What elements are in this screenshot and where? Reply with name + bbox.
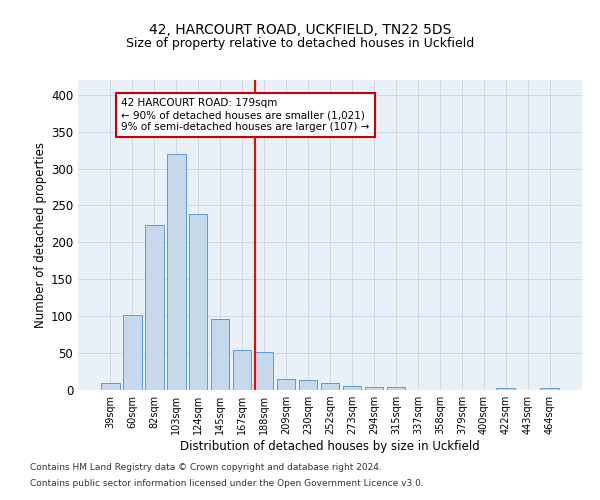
Text: Contains HM Land Registry data © Crown copyright and database right 2024.: Contains HM Land Registry data © Crown c…: [30, 464, 382, 472]
Bar: [299, 380, 317, 390]
Bar: [541, 388, 559, 390]
Text: Contains public sector information licensed under the Open Government Licence v3: Contains public sector information licen…: [30, 478, 424, 488]
Bar: [233, 350, 251, 390]
Y-axis label: Number of detached properties: Number of detached properties: [34, 142, 47, 328]
Bar: [496, 388, 515, 390]
Text: 42 HARCOURT ROAD: 179sqm
← 90% of detached houses are smaller (1,021)
9% of semi: 42 HARCOURT ROAD: 179sqm ← 90% of detach…: [121, 98, 370, 132]
Bar: [145, 224, 164, 390]
Bar: [365, 387, 383, 390]
Text: 42, HARCOURT ROAD, UCKFIELD, TN22 5DS: 42, HARCOURT ROAD, UCKFIELD, TN22 5DS: [149, 22, 451, 36]
Bar: [167, 154, 185, 390]
Bar: [386, 387, 405, 390]
Bar: [123, 314, 142, 390]
X-axis label: Distribution of detached houses by size in Uckfield: Distribution of detached houses by size …: [180, 440, 480, 453]
Bar: [189, 214, 208, 390]
Bar: [101, 382, 119, 390]
Bar: [211, 319, 229, 390]
Bar: [255, 352, 274, 390]
Bar: [343, 386, 361, 390]
Bar: [277, 379, 295, 390]
Text: Size of property relative to detached houses in Uckfield: Size of property relative to detached ho…: [126, 38, 474, 51]
Bar: [320, 382, 340, 390]
